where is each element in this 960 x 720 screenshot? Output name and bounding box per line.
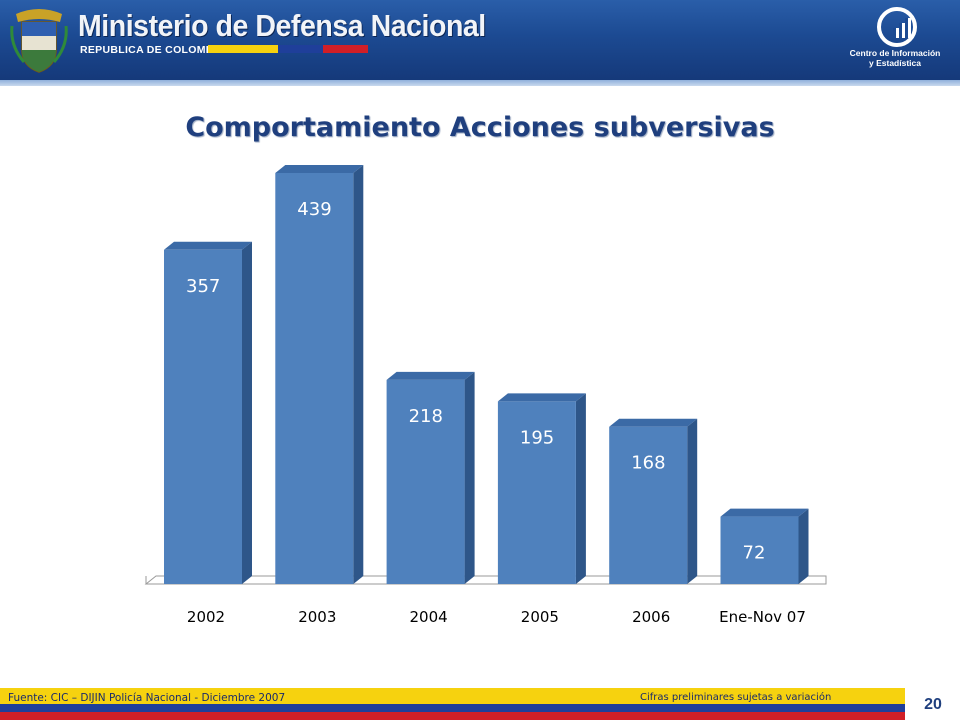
bar-2005	[497, 401, 576, 584]
bar-side-2	[464, 371, 475, 584]
chart-title: Comportamiento Acciones subversivas	[185, 112, 775, 143]
bar-Ene-Nov 07	[720, 516, 799, 584]
bar-top-3	[497, 393, 586, 402]
x-tick-label-5: Ene-Nov 07	[719, 608, 806, 626]
data-label-4: 168	[631, 453, 665, 474]
data-label-1: 439	[297, 199, 331, 220]
x-tick-label-2: 2004	[410, 608, 448, 626]
bar-side-4	[687, 418, 698, 584]
coat-of-arms-icon	[10, 9, 68, 73]
footer-source: Fuente: CIC – DIJIN Policía Nacional - D…	[8, 692, 286, 704]
center-name-line1: Centro de Información	[849, 48, 941, 58]
footer-note: Cifras preliminares sujetas a variación	[640, 692, 832, 703]
bar-2006	[609, 426, 688, 584]
center-name: Centro de Información y Estadística	[830, 48, 960, 68]
footer-bar	[0, 688, 905, 720]
header-banner: Ministerio de Defensa Nacional REPUBLICA…	[0, 0, 960, 80]
data-label-2: 218	[409, 406, 443, 427]
data-label-5: 72	[743, 543, 766, 564]
bar-side-0	[242, 241, 252, 584]
header-divider	[0, 80, 960, 86]
bar-side-5	[798, 508, 809, 584]
bar-top-4	[609, 418, 698, 427]
bar-top-2	[386, 371, 475, 380]
bar-side-3	[575, 393, 586, 584]
x-tick-label-4: 2006	[632, 608, 670, 626]
bar-2004	[386, 379, 465, 584]
bar-top-1	[275, 165, 364, 173]
data-label-0: 357	[186, 276, 220, 297]
bar-side-1	[353, 165, 364, 584]
ministry-title: Ministerio de Defensa Nacional	[78, 8, 486, 43]
page-number: 20	[924, 696, 942, 713]
bar-top-5	[720, 508, 809, 517]
bar-2003	[275, 173, 354, 584]
bar-2002	[164, 249, 242, 584]
x-tick-label-1: 2003	[298, 608, 336, 626]
bar-chart: 357 2002 439 2003 218 2004 195 2005 168 2006 72 Ene…	[144, 165, 827, 626]
bar-top-0	[164, 241, 252, 250]
x-tick-label-0: 2002	[187, 608, 225, 626]
center-name-line2: y Estadística	[869, 58, 921, 68]
flag-stripe	[208, 45, 368, 53]
bar-chart-logo-icon	[877, 7, 917, 47]
ministry-subtitle: REPUBLICA DE COLOMBIA	[80, 44, 225, 56]
data-label-3: 195	[520, 427, 554, 448]
x-tick-label-3: 2005	[521, 608, 559, 626]
